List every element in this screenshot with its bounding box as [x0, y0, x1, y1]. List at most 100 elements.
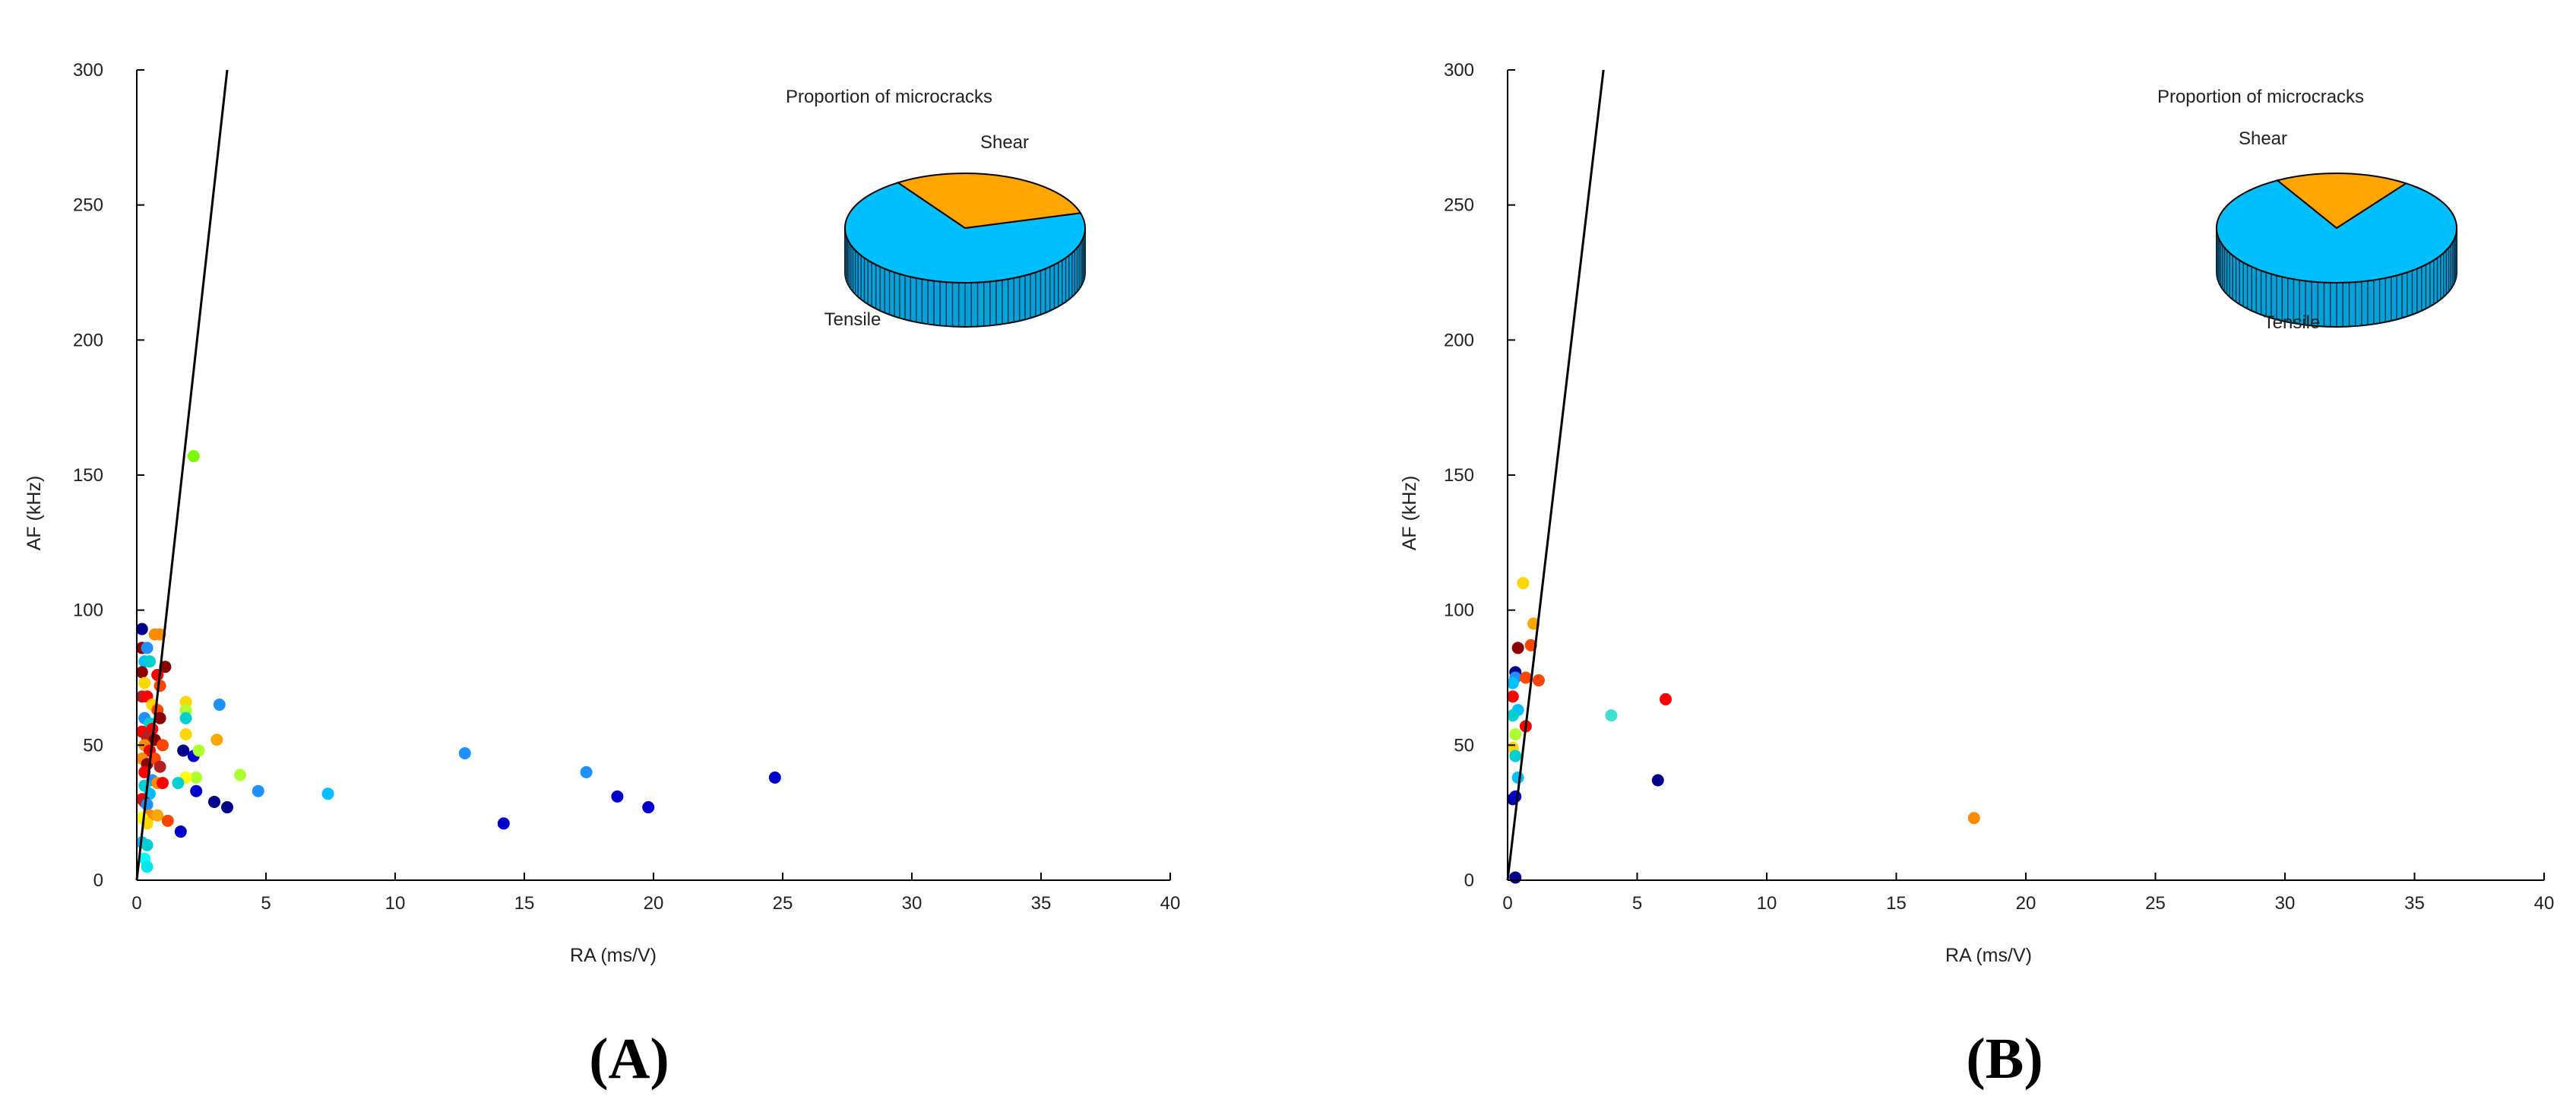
data-point-b-15 — [1509, 749, 1522, 762]
x-tick-label-a-10: 10 — [385, 893, 406, 914]
x-tick-label-b-10: 10 — [1757, 893, 1777, 914]
data-point-a-48 — [187, 450, 200, 463]
pie-slice-tensile-b — [2215, 179, 2457, 284]
data-point-b-11 — [1506, 709, 1519, 722]
x-tick-label-b-30: 30 — [2275, 893, 2296, 914]
data-point-a-11 — [159, 661, 172, 673]
y-axis-label-a: AF (kHz) — [24, 476, 45, 551]
data-point-b-20 — [1605, 709, 1618, 722]
x-tick-label-b-20: 20 — [2016, 893, 2036, 914]
x-tick-label-b-0: 0 — [1502, 893, 1512, 914]
pie-chart-b: Shear Tensile — [2215, 128, 2457, 333]
pie-chart-a: Shear Tensile — [824, 132, 1086, 330]
pie-slice-tensile-a — [844, 182, 1086, 284]
pie-slice-shear-b — [2275, 173, 2408, 230]
x-tick-label-a-35: 35 — [1031, 893, 1052, 914]
pie-side-wall-b — [2216, 227, 2457, 328]
pie-label-shear-b: Shear — [2239, 128, 2287, 149]
data-point-b-21 — [1660, 692, 1673, 705]
data-point-b-22 — [1651, 774, 1664, 787]
data-point-a-57 — [192, 744, 205, 757]
data-point-a-40 — [151, 809, 164, 822]
data-point-a-65 — [174, 825, 187, 838]
data-point-a-64 — [221, 801, 233, 814]
y-tick-label-b-150: 150 — [1444, 465, 1474, 486]
y-tick-label-b-250: 250 — [1444, 195, 1474, 216]
data-point-a-61 — [172, 777, 185, 790]
data-point-a-0 — [135, 623, 148, 635]
data-point-b-2 — [1511, 642, 1524, 654]
x-tick-label-a-20: 20 — [644, 893, 664, 914]
panel-label-b: (B) — [1966, 1027, 2043, 1091]
data-point-a-16 — [153, 711, 166, 724]
data-point-a-58 — [234, 768, 246, 781]
y-tick-label-b-100: 100 — [1444, 600, 1474, 621]
x-tick-label-b-40: 40 — [2534, 893, 2555, 914]
data-point-a-63 — [208, 795, 220, 808]
y-tick-label-a-50: 50 — [83, 735, 103, 756]
data-point-b-8 — [1506, 676, 1519, 689]
data-point-b-13 — [1509, 728, 1522, 741]
x-tick-label-a-5: 5 — [261, 893, 271, 914]
data-point-a-51 — [179, 711, 192, 724]
data-point-a-53 — [213, 699, 226, 711]
y-tick-label-b-300: 300 — [1444, 60, 1474, 81]
pie-side-wall-a — [844, 227, 1086, 328]
data-point-a-38 — [141, 798, 153, 811]
data-point-a-4 — [144, 655, 156, 668]
data-point-b-23 — [1967, 812, 1980, 825]
data-point-a-73 — [768, 771, 781, 784]
axes-b: 0 5 10 15 20 25 30 35 40 0 50 100 150 200 250 300 — [1444, 60, 2554, 914]
data-point-a-59 — [190, 771, 203, 784]
x-tick-label-a-25: 25 — [773, 893, 793, 914]
x-axis-label-a: RA (ms/V) — [570, 945, 657, 966]
data-point-a-66 — [252, 784, 264, 797]
data-point-a-6 — [138, 676, 151, 689]
data-point-b-19 — [1509, 871, 1522, 884]
x-tick-label-a-40: 40 — [1160, 893, 1181, 914]
x-tick-label-b-25: 25 — [2145, 893, 2166, 914]
x-tick-label-a-15: 15 — [514, 893, 535, 914]
y-tick-label-a-250: 250 — [73, 195, 103, 216]
pie-label-tensile-b: Tensile — [2264, 312, 2321, 333]
data-point-a-25 — [157, 739, 169, 752]
y-axis-label-b: AF (kHz) — [1399, 476, 1420, 551]
data-point-a-5 — [135, 666, 148, 679]
y-tick-label-b-0: 0 — [1464, 870, 1474, 891]
data-point-a-52 — [179, 728, 192, 741]
y-tick-label-b-200: 200 — [1444, 330, 1474, 350]
x-tick-label-b-5: 5 — [1632, 893, 1642, 914]
pie-label-shear-a: Shear — [980, 132, 1029, 153]
data-point-a-55 — [177, 744, 190, 757]
x-tick-label-a-30: 30 — [902, 893, 922, 914]
data-point-a-70 — [580, 765, 593, 778]
x-tick-label-b-35: 35 — [2404, 893, 2425, 914]
data-point-a-43 — [161, 814, 174, 827]
axes-a: 0 5 10 15 20 25 30 35 40 0 50 100 150 200 250 300 — [73, 60, 1180, 914]
data-point-a-67 — [321, 787, 334, 800]
pie-slice-shear-a — [896, 173, 1082, 230]
data-point-b-0 — [1517, 577, 1530, 590]
scatter-points-b — [1506, 577, 1980, 884]
pie-label-tensile-a: Tensile — [824, 309, 881, 330]
pie-title-a: Proportion of microcracks — [786, 87, 992, 107]
data-point-a-72 — [642, 801, 655, 814]
data-point-a-69 — [497, 817, 510, 830]
divider-line-a — [135, 69, 229, 881]
panel-a: 0 5 10 15 20 25 30 35 40 0 50 100 150 200 250 300 Shear… — [24, 60, 1180, 1091]
x-axis-label-b: RA (ms/V) — [1945, 945, 2032, 966]
panel-label-a: (A) — [589, 1027, 669, 1091]
data-point-a-29 — [153, 760, 166, 773]
data-point-b-6 — [1519, 671, 1532, 684]
data-point-a-71 — [611, 790, 624, 803]
y-tick-label-a-200: 200 — [73, 330, 103, 350]
data-point-a-54 — [210, 734, 223, 746]
data-point-b-9 — [1506, 690, 1519, 703]
x-tick-label-a-0: 0 — [131, 893, 141, 914]
data-point-a-33 — [157, 777, 169, 790]
y-tick-label-a-150: 150 — [73, 465, 103, 486]
y-tick-label-a-0: 0 — [93, 870, 103, 891]
divider-line-b — [1506, 69, 1605, 881]
data-point-a-2 — [141, 642, 153, 654]
